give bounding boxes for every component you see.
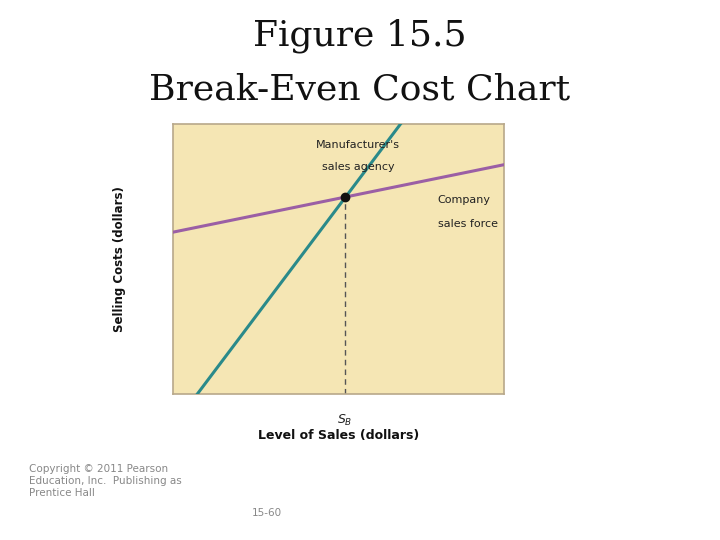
Text: Level of Sales (dollars): Level of Sales (dollars) <box>258 429 419 442</box>
Text: 15-60: 15-60 <box>251 508 282 518</box>
Text: Company: Company <box>438 195 491 205</box>
Text: $S_B$: $S_B$ <box>338 413 353 428</box>
Text: Break-Even Cost Chart: Break-Even Cost Chart <box>150 73 570 107</box>
Text: sales agency: sales agency <box>322 162 395 172</box>
Text: Selling Costs (dollars): Selling Costs (dollars) <box>113 186 126 332</box>
Text: Figure 15.5: Figure 15.5 <box>253 19 467 53</box>
Text: Copyright © 2011 Pearson
Education, Inc.  Publishing as
Prentice Hall: Copyright © 2011 Pearson Education, Inc.… <box>29 464 181 497</box>
Text: Manufacturer's: Manufacturer's <box>316 140 400 151</box>
Text: sales force: sales force <box>438 219 498 229</box>
